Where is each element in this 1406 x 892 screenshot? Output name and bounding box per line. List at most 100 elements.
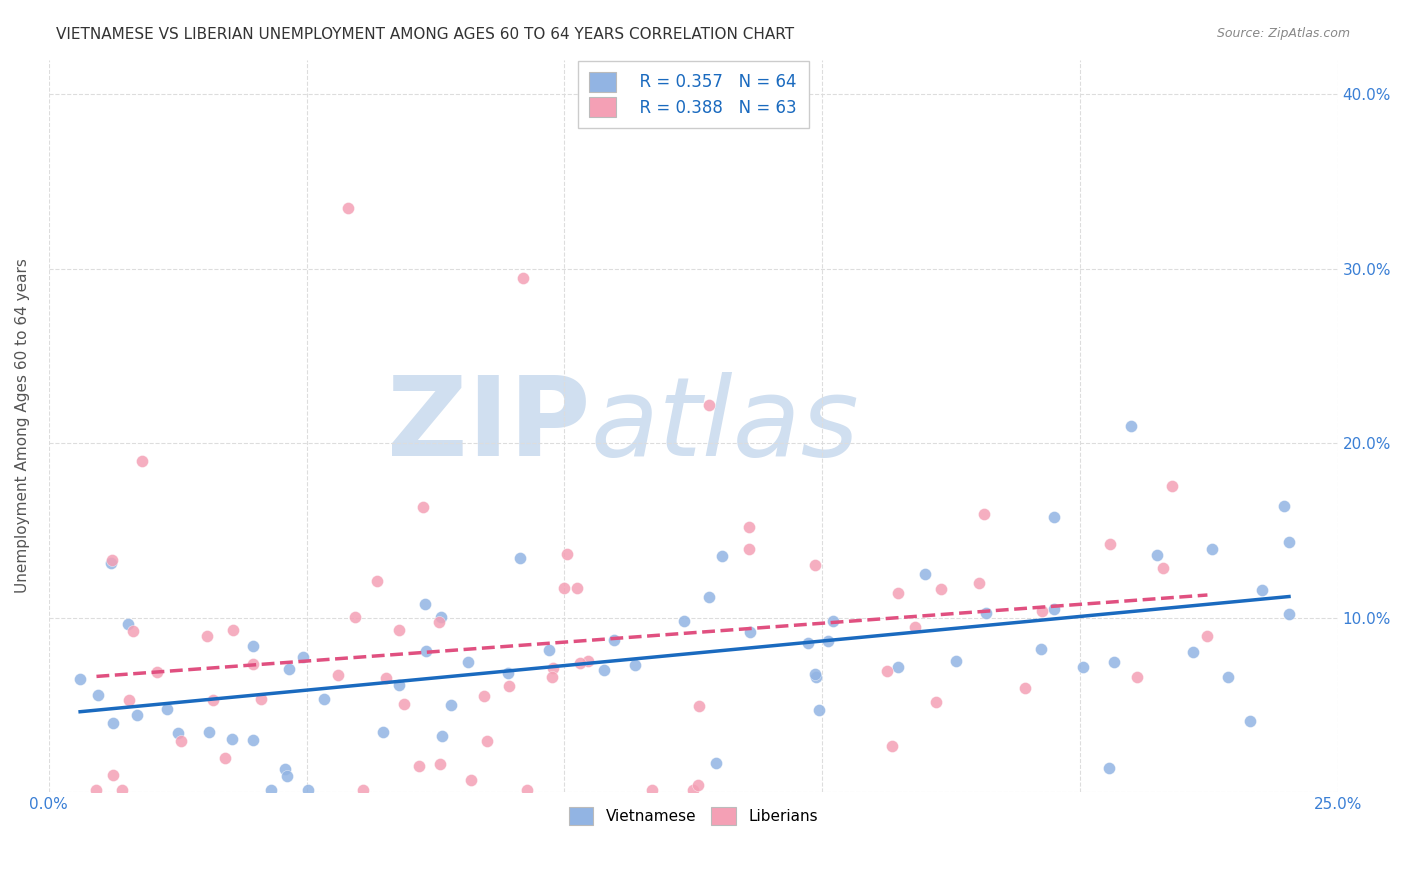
Point: [1102, 655, 1125, 669]
Point: [343, 609, 366, 624]
Point: [496, 666, 519, 681]
Point: [1043, 602, 1066, 616]
Point: [973, 507, 995, 521]
Point: [568, 657, 591, 671]
Point: [430, 729, 453, 743]
Point: [101, 715, 124, 730]
Point: [914, 566, 936, 581]
Point: [276, 768, 298, 782]
Point: [537, 642, 560, 657]
Point: [125, 708, 148, 723]
Point: [242, 733, 264, 747]
Point: [195, 629, 218, 643]
Point: [803, 558, 825, 573]
Point: [737, 541, 759, 556]
Point: [1031, 604, 1053, 618]
Point: [576, 654, 599, 668]
Point: [430, 610, 453, 624]
Point: [242, 639, 264, 653]
Point: [121, 624, 143, 639]
Point: [117, 617, 139, 632]
Point: [1029, 642, 1052, 657]
Point: [146, 665, 169, 680]
Text: atlas: atlas: [591, 372, 859, 479]
Point: [86, 688, 108, 702]
Point: [498, 679, 520, 693]
Point: [1146, 549, 1168, 563]
Point: [131, 453, 153, 467]
Point: [509, 550, 531, 565]
Point: [101, 553, 124, 567]
Point: [413, 597, 436, 611]
Point: [214, 751, 236, 765]
Point: [297, 783, 319, 797]
Point: [887, 586, 910, 600]
Point: [806, 670, 828, 684]
Point: [1201, 541, 1223, 556]
Point: [388, 624, 411, 638]
Point: [408, 758, 430, 772]
Text: VIETNAMESE VS LIBERIAN UNEMPLOYMENT AMONG AGES 60 TO 64 YEARS CORRELATION CHART: VIETNAMESE VS LIBERIAN UNEMPLOYMENT AMON…: [56, 27, 794, 42]
Point: [929, 582, 952, 596]
Point: [100, 556, 122, 570]
Point: [1216, 670, 1239, 684]
Legend: Vietnamese, Liberians: Vietnamese, Liberians: [558, 797, 828, 836]
Point: [292, 650, 315, 665]
Point: [118, 693, 141, 707]
Point: [1197, 629, 1219, 643]
Point: [415, 644, 437, 658]
Point: [880, 739, 903, 753]
Point: [1073, 660, 1095, 674]
Point: [1042, 509, 1064, 524]
Point: [623, 657, 645, 672]
Point: [366, 574, 388, 588]
Point: [222, 624, 245, 638]
Point: [593, 663, 616, 677]
Point: [1278, 535, 1301, 549]
Point: [945, 654, 967, 668]
Point: [1161, 479, 1184, 493]
Point: [641, 783, 664, 797]
Point: [260, 783, 283, 797]
Point: [110, 783, 132, 797]
Point: [457, 655, 479, 669]
Y-axis label: Unemployment Among Ages 60 to 64 years: Unemployment Among Ages 60 to 64 years: [15, 259, 30, 593]
Point: [201, 693, 224, 707]
Point: [242, 657, 264, 672]
Point: [808, 703, 831, 717]
Point: [821, 614, 844, 628]
Point: [326, 668, 349, 682]
Point: [682, 783, 704, 797]
Point: [797, 636, 820, 650]
Point: [69, 672, 91, 686]
Point: [167, 725, 190, 739]
Point: [392, 698, 415, 712]
Point: [567, 582, 589, 596]
Point: [198, 725, 221, 739]
Point: [553, 581, 575, 595]
Point: [697, 590, 720, 604]
Point: [711, 549, 734, 564]
Point: [1125, 670, 1147, 684]
Point: [555, 547, 578, 561]
Point: [817, 634, 839, 648]
Point: [1277, 607, 1299, 621]
Point: [1152, 561, 1174, 575]
Point: [516, 783, 538, 797]
Point: [86, 783, 108, 797]
Point: [472, 690, 495, 704]
Point: [697, 398, 720, 412]
Point: [274, 762, 297, 776]
Point: [804, 667, 827, 681]
Point: [374, 671, 396, 685]
Point: [352, 783, 374, 797]
Point: [460, 773, 482, 788]
Text: ZIP: ZIP: [387, 372, 591, 479]
Point: [1239, 714, 1261, 728]
Point: [440, 698, 463, 712]
Point: [541, 670, 564, 684]
Point: [967, 575, 990, 590]
Point: [101, 768, 124, 782]
Point: [673, 614, 696, 628]
Point: [314, 691, 336, 706]
